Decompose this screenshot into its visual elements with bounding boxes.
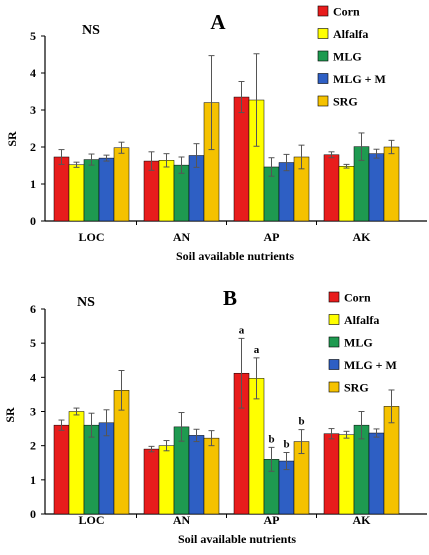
panel-b-legend-swatch — [328, 381, 340, 393]
panel-b-significance-letter: a — [239, 324, 245, 336]
panel-b-bar-mlg-loc — [83, 424, 100, 515]
panel-b-bar-mlg-m-loc — [98, 422, 115, 515]
panel-a-legend-swatch — [317, 73, 329, 84]
panel-b-legend-label: MLG — [344, 336, 373, 350]
panel-a-y-tick-label: 2 — [30, 140, 36, 154]
panel-a-label: A — [210, 10, 226, 34]
panel-b-bar-corn-loc — [53, 424, 70, 515]
panel-b-significance-letter: b — [298, 416, 304, 428]
panel-b-category-label-an: AN — [173, 513, 191, 527]
panel-a-category-label-an: AN — [173, 230, 191, 244]
panel-b-legend-swatch — [328, 291, 340, 303]
panel-a-y-tick-label: 4 — [30, 66, 36, 80]
panel-a-bar-mlg-m-ak — [368, 153, 385, 222]
panel-b-legend-swatch — [328, 314, 340, 325]
panel-a-bar-corn-ak — [323, 154, 340, 222]
panel-b-y-tick-label: 5 — [30, 336, 36, 350]
panel-a-ns-annotation: NS — [82, 23, 100, 38]
panel-b-y-axis-label: SR — [3, 407, 17, 423]
panel-b-y-tick-label: 0 — [30, 507, 36, 521]
panel-b-bar-mlg-m-ak — [368, 432, 385, 515]
panel-b-legend-label: Alfalfa — [344, 313, 379, 327]
panel-a-legend-label: MLG + M — [333, 72, 386, 86]
panel-b-bar-alfalfa-ak — [338, 434, 355, 515]
panel-a-bar-alfalfa-ak — [338, 165, 355, 222]
panel-b-y-tick-label: 1 — [30, 473, 36, 487]
panel-b-legend-label: MLG + M — [344, 358, 397, 372]
panel-a-y-tick-label: 0 — [30, 214, 36, 228]
panel-b-chart: B NS SR Soil available nutrients 0 1 2 3 4 5 6… — [3, 286, 427, 546]
panel-a-bar-corn-loc — [53, 156, 70, 222]
panel-b-y-tick-label: 6 — [30, 302, 36, 316]
panel-b-bar-corn-an — [143, 448, 160, 515]
panel-a-legend-label: Alfalfa — [333, 27, 368, 41]
panel-a-bar-srg-loc — [113, 147, 130, 222]
panel-b-legend-label: Corn — [344, 291, 371, 305]
panel-a-bar-srg-ak — [383, 146, 400, 222]
panel-a-legend-swatch — [317, 50, 329, 62]
panel-a-category-label-ap: AP — [264, 230, 280, 244]
panel-a-bar-alfalfa-loc — [68, 164, 85, 222]
panel-b-ns-annotation: NS — [77, 295, 95, 310]
panel-a-x-axis-label: Soil available nutrients — [176, 249, 294, 263]
panel-b-bar-corn-ak — [323, 433, 340, 515]
panel-a-y-tick-label: 1 — [30, 177, 36, 191]
panel-b-bar-srg-an — [203, 437, 220, 515]
panel-a-category-label-loc: LOC — [78, 230, 104, 244]
panel-b-bar-alfalfa-loc — [68, 411, 85, 515]
panel-b-bar-alfalfa-an — [158, 445, 175, 515]
panel-a-legend-swatch — [317, 95, 329, 107]
panel-b-bar-mlg-m-an — [188, 435, 205, 515]
panel-a-bar-mlg-m-ap — [278, 162, 295, 222]
panel-b-legend-swatch — [328, 336, 340, 348]
panel-b-x-axis-label: Soil available nutrients — [178, 532, 296, 546]
panel-a-y-axis-label: SR — [5, 131, 19, 147]
panel-a-y-tick-label: 5 — [30, 29, 36, 43]
panel-b-y-tick-label: 3 — [30, 405, 36, 419]
panel-a-bar-mlg-m-loc — [98, 157, 115, 222]
panel-a-legend-swatch — [317, 28, 329, 39]
panel-a-chart: A NS SR Soil available nutrients 0 1 2 3 4 5 L… — [5, 5, 427, 263]
panel-b-y-tick-label: 4 — [30, 370, 36, 384]
panel-b-category-label-loc: LOC — [78, 513, 104, 527]
panel-b-legend-label: SRG — [344, 381, 369, 395]
panel-b-significance-letter: b — [283, 439, 289, 451]
panel-a-legend-label: MLG — [333, 50, 362, 64]
panel-a-y-tick-label: 3 — [30, 103, 36, 117]
panel-a-bar-alfalfa-an — [158, 160, 175, 222]
panel-a-legend-label: SRG — [333, 95, 358, 109]
panel-a-category-label-ak: AK — [353, 230, 372, 244]
panel-a-bar-corn-ap — [233, 96, 250, 222]
panel-a-legend-swatch — [317, 5, 329, 17]
panel-a-legend-label: Corn — [333, 5, 360, 19]
panel-b-significance-letter: a — [254, 344, 260, 356]
panel-a-bar-mlg-loc — [83, 159, 100, 222]
panel-b-significance-letter: b — [268, 433, 274, 445]
panel-b-category-label-ak: AK — [353, 513, 372, 527]
panel-b-y-tick-label: 2 — [30, 439, 36, 453]
panel-b-category-label-ap: AP — [264, 513, 280, 527]
panel-b-label: B — [223, 286, 237, 310]
panel-b-legend-swatch — [328, 359, 340, 370]
